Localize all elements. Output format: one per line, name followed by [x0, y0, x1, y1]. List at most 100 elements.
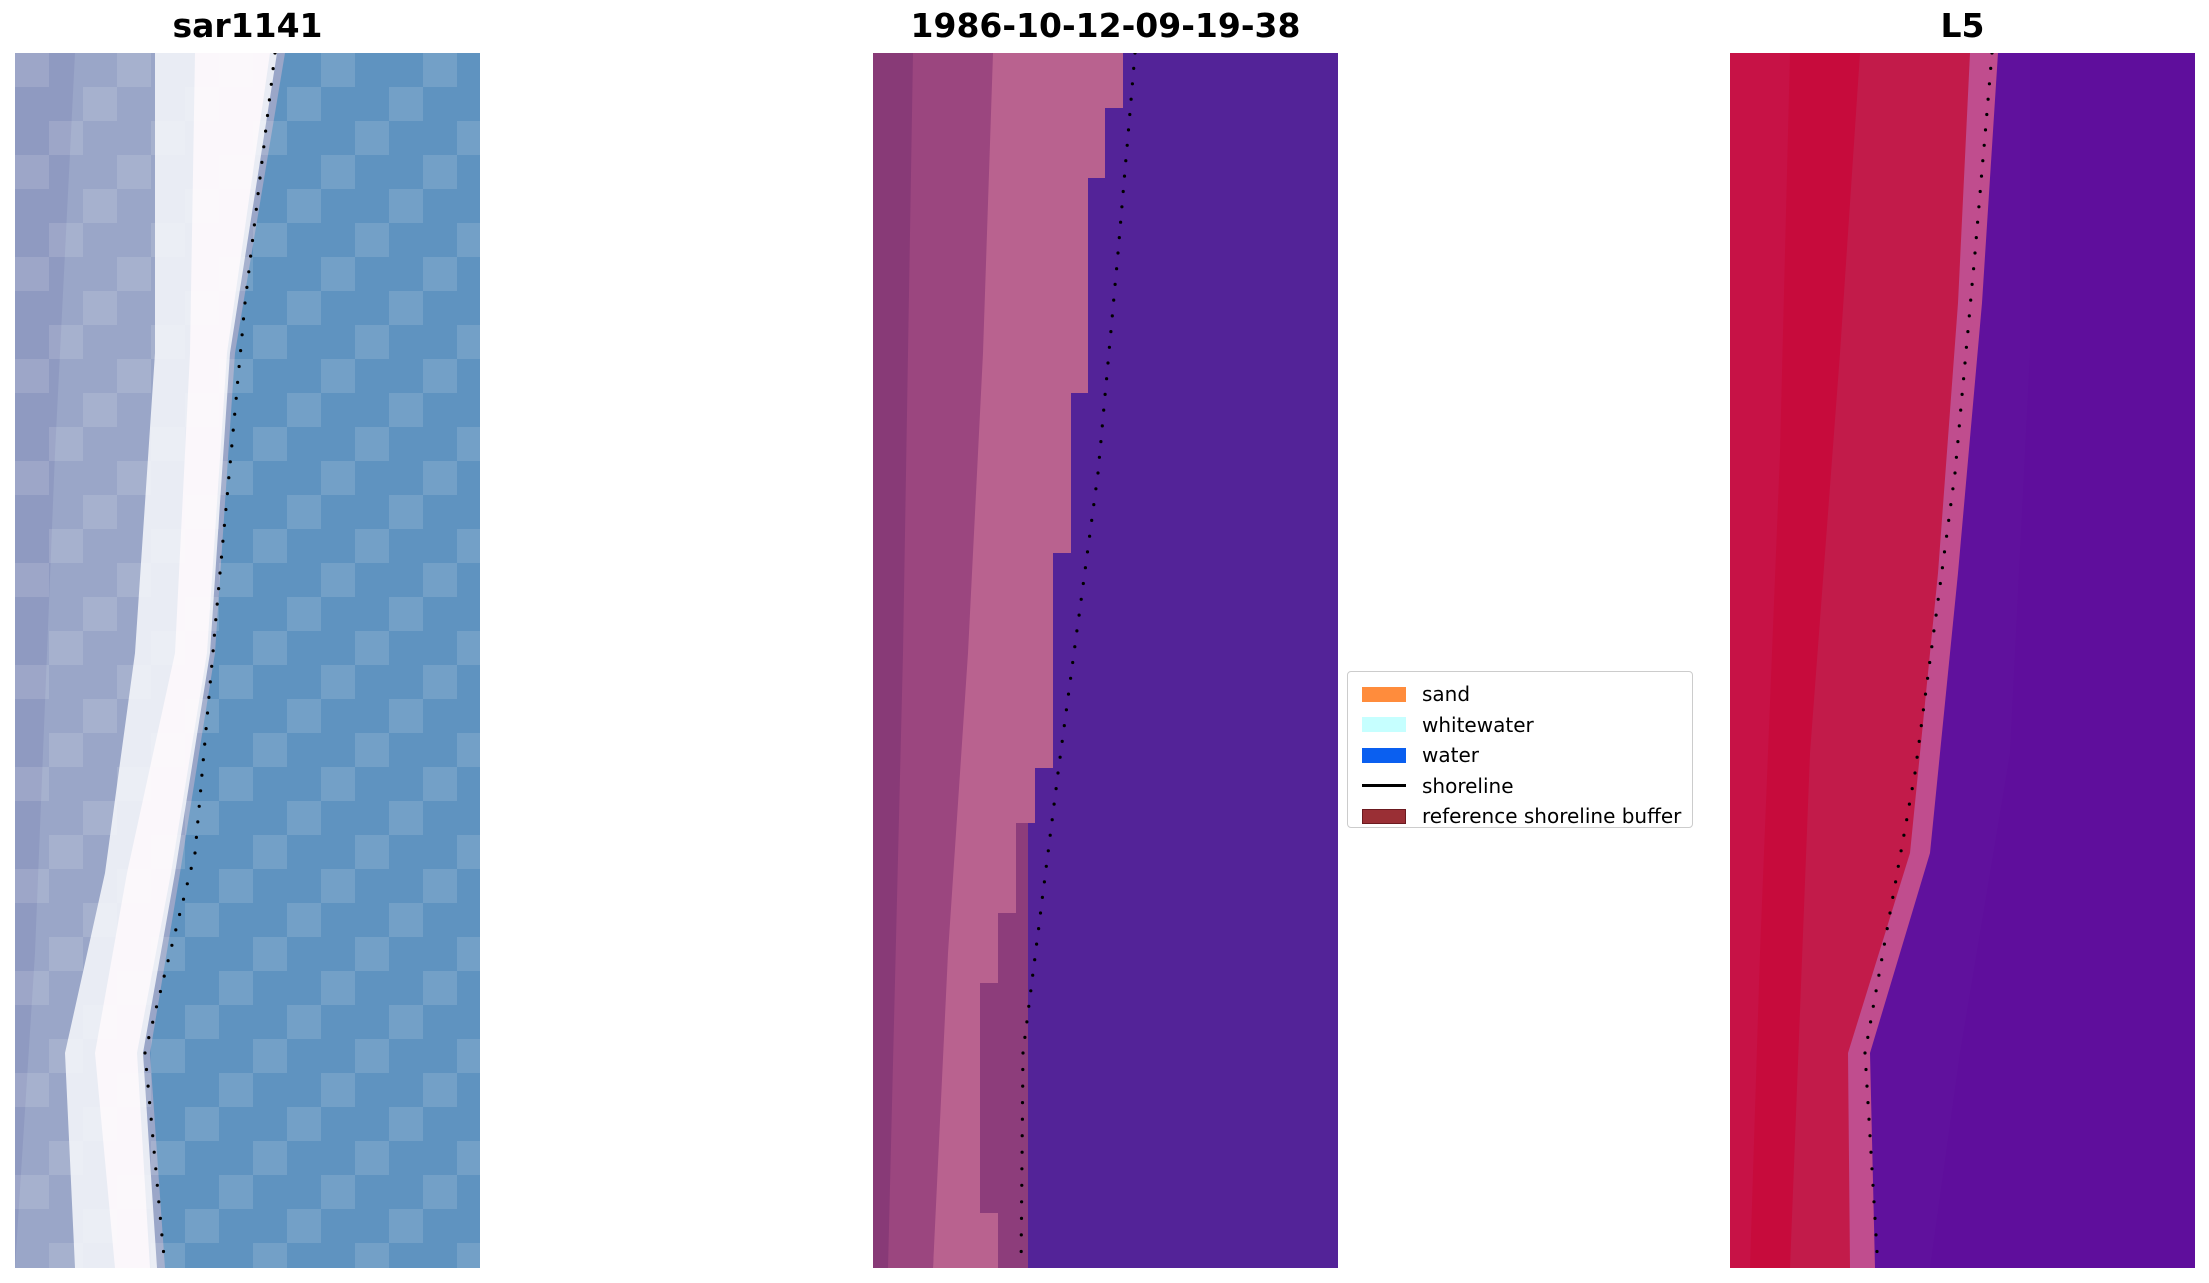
shoreline-dot: [174, 928, 178, 932]
shoreline-dot: [258, 176, 262, 180]
shoreline-dot: [1133, 53, 1137, 55]
shoreline-dot: [1052, 802, 1056, 806]
shoreline-dot: [1069, 676, 1073, 680]
sand-swatch-icon: [1362, 686, 1406, 702]
shoreline-dot: [1121, 189, 1125, 194]
shoreline-dot: [1913, 771, 1917, 775]
shoreline-dot: [1099, 440, 1103, 444]
shoreline-dot: [1029, 989, 1033, 993]
shoreline-dot: [233, 412, 237, 416]
shoreline-dot: [1019, 1233, 1023, 1237]
shoreline-dot: [144, 1067, 149, 1072]
shoreline-dot: [1132, 66, 1136, 70]
shoreline-dot: [1970, 282, 1974, 286]
shoreline-dot: [148, 1101, 152, 1105]
shoreline-dot: [1033, 958, 1037, 962]
shoreline-dot: [1019, 1249, 1023, 1254]
shoreline-dot: [1940, 566, 1944, 570]
shoreline-dot: [1117, 236, 1121, 240]
shoreline-dot: [1926, 676, 1930, 680]
shoreline-dot: [1896, 864, 1900, 868]
legend-label: reference shoreline buffer: [1422, 804, 1682, 829]
shoreline-dot: [1959, 408, 1963, 412]
shoreline-dot: [218, 571, 222, 575]
shoreline-dot: [1888, 911, 1892, 915]
shoreline-dot: [267, 98, 271, 102]
shoreline-dot: [1048, 833, 1052, 837]
shoreline-dot: [152, 1150, 156, 1154]
shoreline-dot: [1942, 550, 1947, 554]
shoreline-dot: [1871, 1183, 1875, 1187]
shoreline-dot: [196, 820, 200, 824]
shoreline-dot: [1119, 220, 1123, 224]
shoreline-dot: [1928, 660, 1932, 665]
legend-item-water: water: [1356, 740, 1684, 771]
shoreline-dots: [1863, 53, 1994, 1254]
shoreline-dot: [254, 207, 258, 211]
shoreline-dot: [1021, 1051, 1025, 1055]
legend-label: shoreline: [1422, 773, 1514, 798]
shoreline-dot: [161, 1249, 166, 1254]
shoreline-dot: [1025, 1020, 1029, 1024]
shoreline-dot: [1066, 692, 1071, 696]
shoreline-dot: [271, 67, 275, 71]
shoreline-dot: [1957, 424, 1961, 428]
shoreline-dot: [1110, 314, 1114, 318]
shoreline-dot: [1125, 143, 1129, 147]
shoreline-dot: [1096, 471, 1100, 475]
shoreline-dot: [1874, 989, 1878, 993]
shoreline-dots: [1019, 53, 1137, 1254]
buffer-swatch-icon: [1362, 808, 1406, 824]
shoreline-dot: [1073, 645, 1077, 649]
shoreline-dot: [214, 618, 218, 622]
shoreline-dot: [1097, 455, 1101, 459]
shoreline-dot: [185, 882, 189, 886]
shoreline-dot: [1020, 1150, 1024, 1154]
legend-label: whitewater: [1422, 712, 1534, 737]
shoreline-dot: [1112, 298, 1116, 302]
shoreline-dot: [1936, 597, 1940, 601]
shoreline-dot: [1954, 455, 1958, 459]
shoreline-dot: [1866, 1035, 1870, 1039]
shoreline-dot: [1919, 724, 1923, 728]
shoreline-dot: [1116, 251, 1120, 255]
shoreline-dot: [1102, 408, 1106, 412]
shoreline-dot: [231, 428, 235, 432]
shoreline-dot: [241, 317, 246, 321]
classification-panel: [873, 53, 1338, 1268]
shoreline-dot: [162, 974, 166, 978]
shoreline-dot: [166, 959, 170, 963]
shoreline-dot: [1907, 802, 1911, 806]
shoreline-dot: [194, 835, 198, 840]
shoreline-dot: [1905, 818, 1909, 822]
shoreline-dot: [252, 223, 256, 227]
shoreline-dot: [181, 897, 186, 901]
shoreline-dot: [1953, 471, 1957, 475]
shoreline-dot: [1105, 377, 1109, 381]
shoreline-dot: [1868, 1134, 1872, 1138]
shoreline-dot: [1972, 267, 1976, 271]
shoreline-dot: [193, 851, 197, 855]
panel-title-index: L5: [1940, 6, 1985, 45]
shoreline-dot: [149, 1117, 153, 1121]
shoreline-dot: [1023, 1035, 1027, 1039]
shoreline-dot: [237, 364, 241, 369]
shoreline-dot: [1106, 361, 1110, 365]
shoreline-dot: [1964, 345, 1968, 349]
shoreline-dot: [1960, 392, 1964, 396]
panel-title-rgb: sar1141: [172, 6, 323, 45]
shoreline-dot: [1113, 282, 1117, 286]
shoreline-dot: [1092, 503, 1096, 507]
shoreline-dot: [1872, 1200, 1876, 1204]
shoreline-dot: [1863, 1051, 1867, 1055]
shoreline-dot: [230, 444, 234, 448]
shoreline-dot: [1120, 205, 1124, 209]
shoreline-dot: [1869, 1150, 1873, 1154]
shoreline-dot: [154, 1005, 159, 1009]
shoreline-dot: [222, 523, 226, 527]
shoreline-dot: [217, 587, 221, 591]
shoreline-dot: [1081, 581, 1085, 586]
shoreline-dot: [1020, 1167, 1024, 1171]
shoreline-dot: [1107, 345, 1111, 349]
shoreline-dot: [1963, 361, 1967, 365]
